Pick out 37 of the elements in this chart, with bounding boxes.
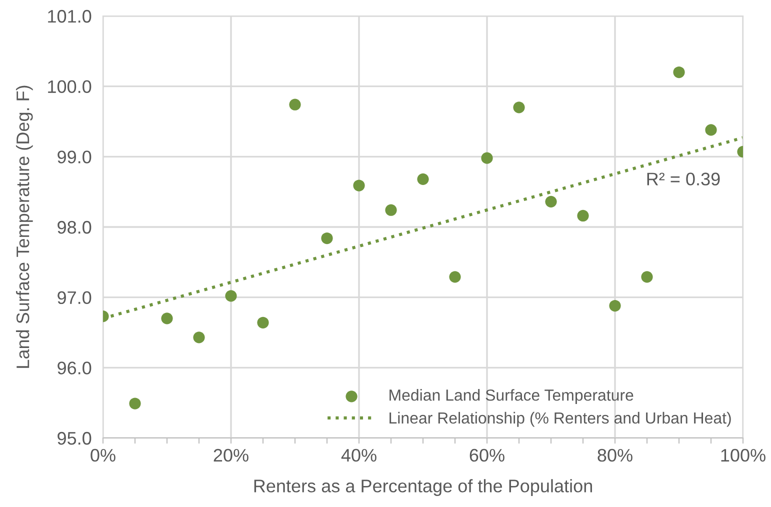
point [481, 152, 493, 164]
point [193, 332, 205, 344]
legend-label: Median Land Surface Temperature [390, 389, 634, 404]
legend-label: Linear Relationship (% Renters and Urban Heat) [390, 412, 731, 427]
point [705, 124, 717, 136]
point [577, 210, 589, 222]
x-tick-label: 80% [598, 448, 632, 462]
point [353, 180, 365, 192]
y-tick-label: 99.0 [58, 150, 92, 164]
y-tick-label: 97.0 [58, 291, 92, 304]
annotation: R² = 0.39 [647, 172, 720, 186]
point [545, 196, 557, 208]
point [609, 300, 621, 312]
point [449, 271, 461, 283]
point [161, 312, 173, 324]
y-tick-label: 100.0 [48, 80, 92, 94]
x-tick-label: 60% [470, 448, 504, 462]
point [641, 271, 653, 283]
y-tick-label: 98.0 [58, 220, 92, 234]
point [225, 290, 237, 302]
x-tick-label: 100% [721, 448, 766, 462]
point [321, 232, 333, 244]
y-tick-label: 95.0 [58, 432, 92, 445]
point [385, 204, 397, 216]
y-tick-label: 101.0 [48, 10, 92, 23]
x-axis-title: Renters as a Percentage of the Population [254, 479, 592, 496]
y-axis-title: Land Surface Temperature (Deg. F) [16, 86, 33, 368]
point [129, 398, 141, 410]
point [673, 66, 685, 78]
x-tick-label: 40% [341, 448, 376, 462]
point [257, 316, 269, 328]
x-tick-label: 0% [90, 448, 116, 462]
y-tick-label: 96.0 [58, 362, 92, 374]
x-tick-label: 20% [214, 448, 248, 462]
point [513, 102, 525, 114]
point [289, 98, 301, 110]
point [417, 173, 429, 185]
